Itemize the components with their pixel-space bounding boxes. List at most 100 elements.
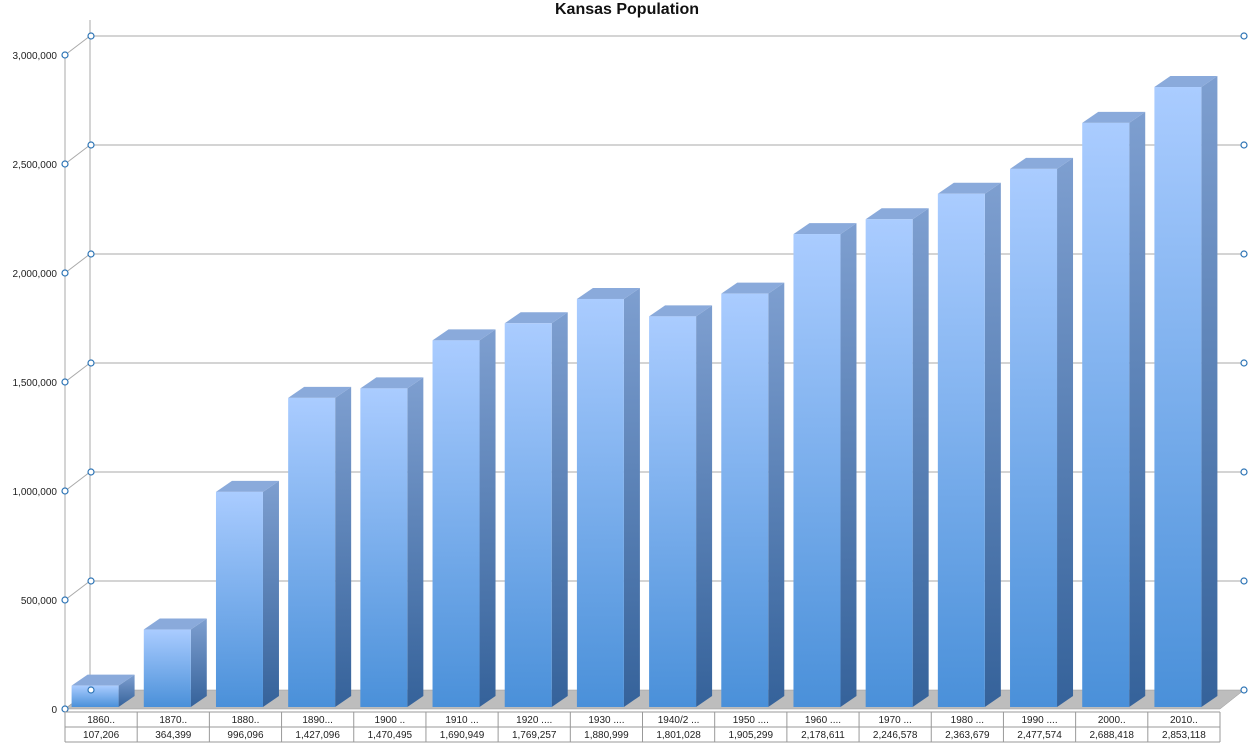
bar-side (335, 386, 352, 707)
bar-side (1201, 76, 1218, 708)
selection-handle[interactable] (87, 686, 95, 694)
table-value-label: 1,427,096 (295, 730, 340, 741)
bar-side (840, 223, 857, 707)
selection-handle[interactable] (1240, 141, 1248, 149)
bar-top (1010, 157, 1074, 169)
y-tick-label: 2,000,000 (13, 269, 58, 280)
table-value-label: 1,470,495 (368, 730, 413, 741)
chart-title: Kansas Population (555, 1, 699, 18)
table-value-label: 2,477,574 (1017, 730, 1062, 741)
y-tick-label: 0 (51, 705, 57, 716)
selection-handle[interactable] (87, 468, 95, 476)
bar (721, 293, 769, 707)
bar (504, 323, 552, 707)
selection-handle[interactable] (61, 269, 69, 277)
y-tick-label: 1,500,000 (13, 378, 58, 389)
table-category-label: 1880.. (232, 715, 260, 726)
selection-handle[interactable] (87, 577, 95, 585)
selection-handle[interactable] (61, 160, 69, 168)
bar-top (865, 208, 929, 220)
table-value-label: 364,399 (155, 730, 192, 741)
bar-side (1129, 111, 1146, 708)
table-value-label: 2,178,611 (801, 730, 845, 741)
selection-handle[interactable] (61, 51, 69, 59)
selection-handle[interactable] (87, 359, 95, 367)
table-value-label: 2,363,679 (945, 730, 990, 741)
bar-side (551, 312, 568, 707)
bar-side (479, 329, 496, 707)
table-category-label: 1910 ... (445, 715, 478, 726)
bar (937, 193, 985, 708)
selection-handle[interactable] (61, 596, 69, 604)
table-value-label: 1,690,949 (440, 730, 485, 741)
table-category-label: 1980 ... (951, 715, 984, 726)
selection-handle[interactable] (1240, 359, 1248, 367)
bar-top (360, 377, 424, 389)
y-tick-label: 500,000 (21, 596, 58, 607)
bars (71, 76, 1218, 708)
bar-side (768, 282, 785, 707)
selection-handle[interactable] (61, 378, 69, 386)
selection-handle[interactable] (61, 705, 69, 713)
bar (1082, 122, 1130, 708)
gridline-diagonal (64, 471, 91, 492)
bar (215, 491, 263, 707)
bar-side (118, 674, 135, 707)
selection-handle[interactable] (1240, 32, 1248, 40)
bar-side (1057, 157, 1074, 708)
bar-top (721, 282, 785, 294)
table-value-label: 1,905,299 (729, 730, 774, 741)
table-category-label: 1920 .... (516, 715, 552, 726)
bar-top (937, 182, 1001, 194)
y-tick-label: 3,000,000 (13, 51, 58, 62)
table-value-label: 2,246,578 (873, 730, 918, 741)
bar (143, 629, 191, 707)
bar (576, 298, 624, 707)
table-category-label: 1890... (302, 715, 333, 726)
bar-top (576, 287, 640, 299)
table-value-label: 2,853,118 (1162, 730, 1206, 741)
bar (71, 685, 119, 707)
y-tick-label: 1,000,000 (13, 487, 58, 498)
bar-side (407, 377, 424, 707)
bar (1010, 168, 1058, 708)
selection-handles[interactable] (61, 32, 1248, 713)
bar-top (504, 312, 568, 324)
bar (432, 340, 480, 707)
bar-top (793, 223, 857, 235)
selection-handle[interactable] (1240, 468, 1248, 476)
table-value-label: 1,880,999 (584, 730, 629, 741)
table-category-label: 1930 .... (588, 715, 624, 726)
table-category-label: 2010.. (1170, 715, 1198, 726)
table-value-label: 996,096 (227, 730, 264, 741)
bar-top (432, 329, 496, 341)
table-category-label: 1900 .. (375, 715, 406, 726)
table-category-label: 1960 .... (805, 715, 841, 726)
selection-handle[interactable] (87, 32, 95, 40)
bar-side (262, 480, 279, 707)
selection-handle[interactable] (1240, 250, 1248, 258)
table-category-label: 1870.. (159, 715, 187, 726)
table-value-label: 1,801,028 (656, 730, 701, 741)
bar-side (912, 208, 929, 707)
selection-handle[interactable] (87, 250, 95, 258)
bar-side (190, 618, 207, 707)
selection-handle[interactable] (1240, 577, 1248, 585)
table-value-label: 107,206 (83, 730, 120, 741)
selection-handle[interactable] (61, 487, 69, 495)
table-category-label: 1940/2 ... (658, 715, 700, 726)
gridline-diagonal (64, 362, 91, 383)
table-category-label: 1950 .... (733, 715, 769, 726)
table-category-label: 2000.. (1098, 715, 1126, 726)
selection-handle[interactable] (87, 141, 95, 149)
table-value-label: 2,688,418 (1089, 730, 1134, 741)
bar-side (984, 182, 1001, 708)
selection-handle[interactable] (1240, 686, 1248, 694)
bar (649, 316, 697, 707)
gridline-diagonal (64, 253, 91, 274)
data-table: 1860.. 107,206 1870.. 364,399 1880.. 996,096 1… (64, 711, 1221, 743)
bar-top (215, 480, 279, 492)
y-axis: 0 500,000 1,000,000 1,500,000 2,000,000 2,500… (13, 20, 91, 716)
table-category-label: 1970 ... (878, 715, 911, 726)
bar (360, 388, 408, 707)
